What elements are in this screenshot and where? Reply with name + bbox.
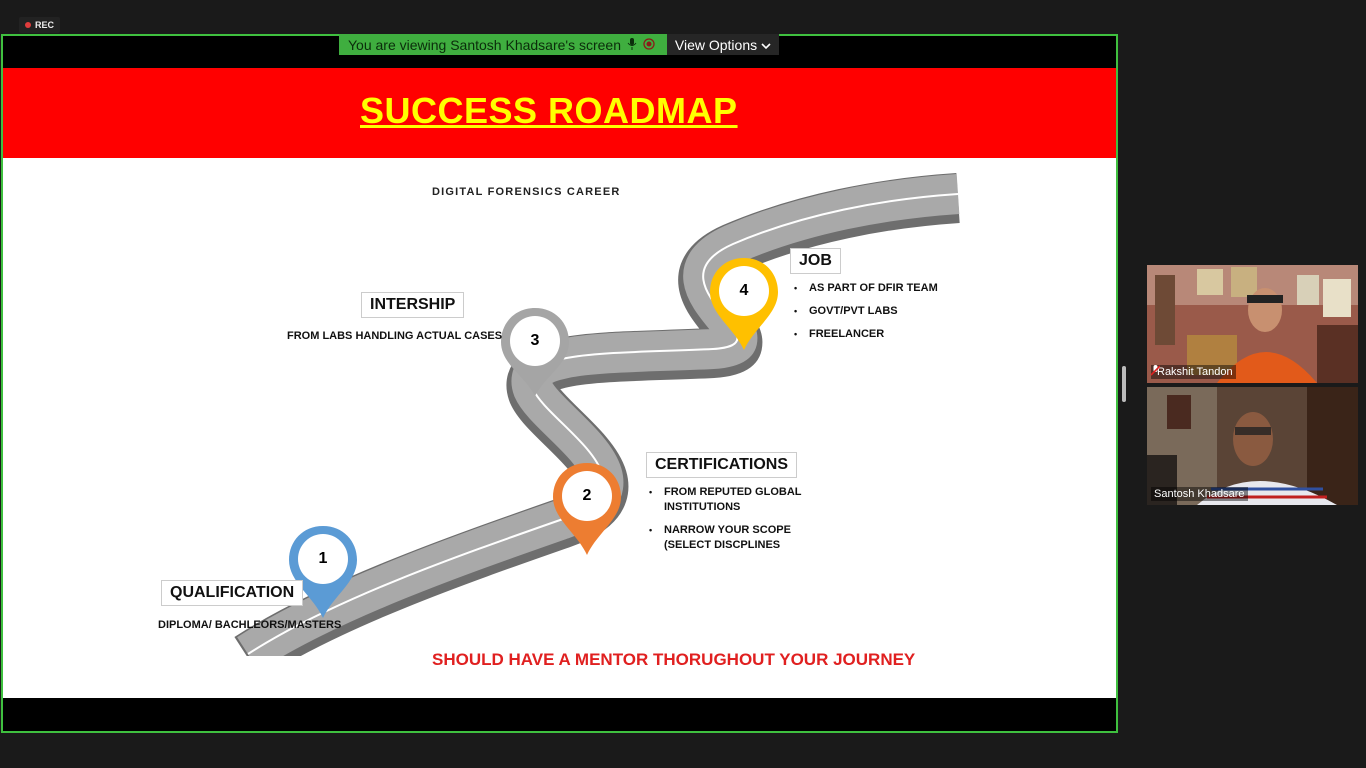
mic-icon — [627, 37, 637, 53]
participant-name: Rakshit Tandon — [1157, 366, 1233, 378]
step-1-detail: DIPLOMA/ BACHLEORS/MASTERS — [158, 619, 342, 631]
step-1-marker: 1 — [287, 524, 359, 625]
step-4-marker: 4 — [708, 256, 780, 357]
screen-share-banner: You are viewing Santosh Khadsare's scree… — [339, 34, 667, 55]
step-2-marker: 2 — [551, 461, 623, 562]
step-2-number: 2 — [582, 487, 592, 504]
participant-video — [1147, 387, 1358, 505]
step-2-bullets: FROM REPUTED GLOBAL INSTITUTIONS NARROW … — [649, 485, 829, 561]
step-3-number: 3 — [530, 332, 540, 349]
slide-subtitle: DIGITAL FORENSICS CAREER — [432, 186, 621, 198]
step-3-marker: 3 — [499, 306, 571, 403]
view-options-button[interactable]: View Options — [667, 34, 779, 55]
step-1-number: 1 — [318, 550, 328, 567]
step-2-label: CERTIFICATIONS — [646, 452, 798, 478]
participant-video-tile[interactable]: Santosh Khadsare — [1147, 387, 1358, 505]
screen-share-text: You are viewing Santosh Khadsare's scree… — [348, 36, 621, 53]
road-illustration — [3, 173, 1116, 698]
step-3-detail: FROM LABS HANDLING ACTUAL CASES — [287, 330, 503, 342]
record-dot-icon — [25, 22, 31, 28]
recording-label: REC — [35, 20, 55, 30]
participant-name-label: Santosh Khadsare — [1151, 487, 1248, 501]
participant-name-label: Rakshit Tandon — [1151, 365, 1236, 379]
chevron-down-icon — [761, 37, 771, 53]
step-4-label: JOB — [790, 248, 841, 274]
mentor-footer: SHOULD HAVE A MENTOR THORUGHOUT YOUR JOU… — [432, 650, 916, 669]
participant-video — [1147, 265, 1358, 383]
step-4-bullets: AS PART OF DFIR TEAM GOVT/PVT LABS FREEL… — [794, 281, 964, 350]
presentation-slide: SUCCESS ROADMAP DIGITAL FORENSICS CAREER… — [3, 68, 1116, 698]
step-1-label: QUALIFICATION — [161, 580, 304, 606]
step-4-bullet: AS PART OF DFIR TEAM — [794, 281, 964, 296]
step-4-bullet: GOVT/PVT LABS — [794, 304, 964, 319]
participant-video-tile[interactable]: Rakshit Tandon — [1147, 265, 1358, 383]
record-icon — [643, 37, 655, 53]
slide-header — [3, 68, 1116, 158]
step-2-bullet: FROM REPUTED GLOBAL INSTITUTIONS — [649, 485, 829, 515]
slide-title: SUCCESS ROADMAP — [360, 90, 738, 131]
step-4-number: 4 — [739, 282, 749, 299]
participant-name: Santosh Khadsare — [1154, 488, 1245, 500]
step-2-bullet: NARROW YOUR SCOPE (SELECT DISCPLINES — [649, 523, 829, 553]
step-3-label: INTERSHIP — [361, 292, 465, 318]
step-4-bullet: FREELANCER — [794, 327, 964, 342]
view-options-label: View Options — [674, 36, 758, 53]
recording-indicator: REC — [19, 17, 60, 33]
panel-resize-handle[interactable] — [1122, 366, 1126, 402]
